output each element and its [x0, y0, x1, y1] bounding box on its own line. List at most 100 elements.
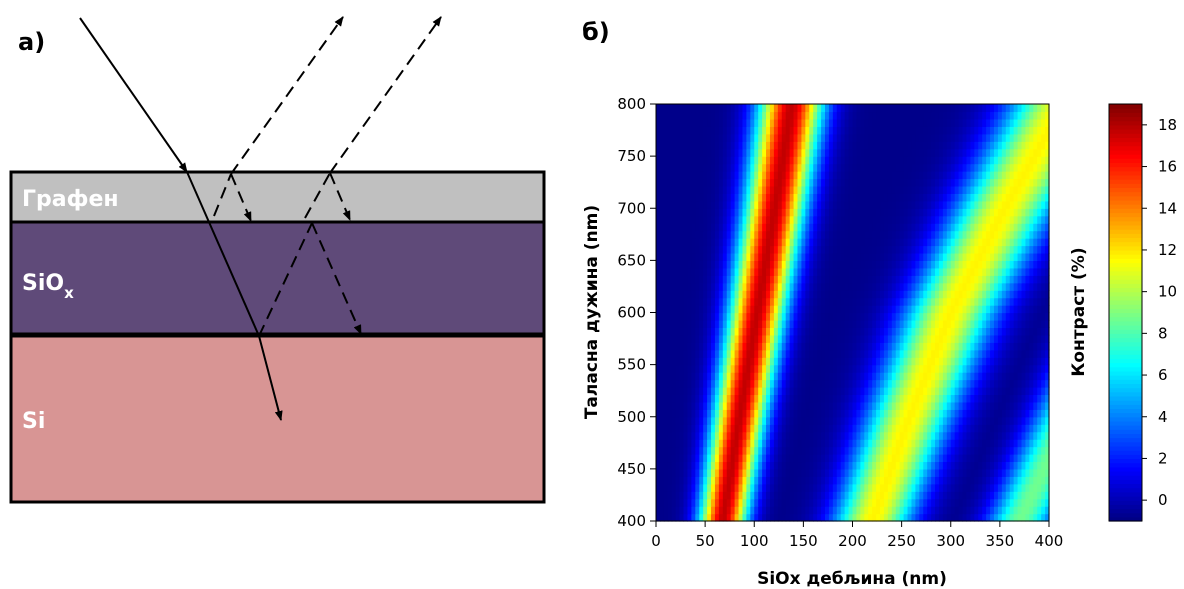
heatmap-cell: [722, 223, 728, 232]
heatmap-cell: [824, 245, 830, 254]
heatmap-cell: [793, 305, 799, 314]
heatmap-cell: [962, 185, 968, 194]
heatmap-cell: [687, 178, 692, 187]
heatmap-cell: [785, 297, 791, 306]
heatmap-cell: [856, 208, 861, 217]
heatmap-cell: [1013, 230, 1019, 239]
heatmap-cell: [695, 439, 700, 448]
heatmap-cell: [797, 416, 803, 425]
heatmap-cell: [1045, 290, 1050, 299]
heatmap-cell: [997, 446, 1003, 455]
heatmap-cell: [730, 461, 736, 470]
heatmap-cell: [982, 230, 987, 239]
heatmap-cell: [734, 461, 740, 470]
heatmap-cell: [707, 290, 712, 299]
heatmap-cell: [1009, 468, 1015, 477]
heatmap-cell: [789, 491, 795, 500]
heatmap-cell: [714, 260, 720, 269]
heatmap-cell: [1041, 178, 1046, 187]
heatmap-cell: [1029, 372, 1034, 381]
heatmap-cell: [903, 379, 909, 388]
heatmap-cell: [844, 394, 850, 403]
heatmap-cell: [970, 409, 975, 418]
heatmap-cell: [1005, 223, 1011, 232]
heatmap-cell: [986, 260, 991, 269]
heatmap-cell: [809, 439, 814, 448]
heatmap-cell: [659, 185, 665, 194]
heatmap-cell: [714, 334, 720, 343]
heatmap-cell: [832, 156, 838, 165]
heatmap-cell: [986, 461, 991, 470]
heatmap-cell: [683, 238, 689, 247]
heatmap-cell: [966, 461, 971, 470]
heatmap-cell: [907, 200, 913, 209]
heatmap-cell: [762, 178, 767, 187]
heatmap-cell: [860, 379, 865, 388]
heatmap-cell: [852, 267, 858, 276]
heatmap-cell: [687, 491, 692, 500]
heatmap-cell: [938, 513, 944, 522]
heatmap-cell: [679, 297, 685, 306]
heatmap-cell: [895, 453, 901, 463]
heatmap-cell: [844, 208, 850, 217]
heatmap-cell: [659, 171, 665, 180]
heatmap-cell: [785, 424, 791, 433]
heatmap-cell: [805, 498, 810, 507]
heatmap-cell: [907, 156, 913, 165]
heatmap-cell: [671, 245, 677, 254]
heatmap-cell: [711, 215, 716, 224]
heatmap-cell: [687, 349, 692, 358]
heatmap-cell: [801, 468, 806, 477]
heatmap-cell: [950, 424, 956, 433]
heatmap-cell: [1033, 506, 1038, 515]
heatmap-cell: [966, 342, 971, 351]
heatmap-cell: [821, 193, 826, 202]
heatmap-cell: [1037, 327, 1042, 336]
heatmap-cell: [982, 439, 987, 448]
heatmap-cell: [938, 252, 944, 261]
heatmap-cell: [876, 148, 881, 157]
heatmap-cell: [923, 491, 928, 500]
heatmap-cell: [1021, 513, 1027, 522]
heatmap-cell: [942, 513, 948, 522]
heatmap-cell: [958, 178, 964, 187]
heatmap-cell: [883, 200, 889, 209]
heatmap-cell: [671, 401, 677, 410]
heatmap-cell: [887, 513, 893, 522]
heatmap-cell: [935, 312, 940, 321]
heatmap-cell: [899, 476, 905, 485]
heatmap-cell: [793, 282, 799, 291]
heatmap-cell: [742, 297, 747, 306]
heatmap-cell: [1033, 230, 1038, 239]
heatmap-cell: [699, 200, 704, 209]
heatmap-cell: [899, 461, 905, 470]
heatmap-cell: [718, 148, 724, 157]
heatmap-cell: [978, 424, 983, 433]
heatmap-cell: [942, 223, 948, 232]
heatmap-cell: [946, 171, 952, 180]
heatmap-cell: [656, 461, 661, 470]
heatmap-cell: [758, 312, 763, 321]
heatmap-cell: [789, 156, 795, 165]
heatmap-cell: [938, 297, 944, 306]
heatmap-cell: [667, 238, 673, 247]
heatmap-cell: [742, 513, 747, 522]
heatmap-cell: [813, 312, 818, 321]
heatmap-cell: [750, 312, 755, 321]
heatmap-cell: [832, 200, 838, 209]
heatmap-cell: [978, 401, 983, 410]
heatmap-cell: [750, 424, 755, 433]
heatmap-cell: [758, 238, 763, 247]
heatmap-cell: [722, 334, 728, 343]
heatmap-cell: [691, 386, 696, 396]
heatmap-cell: [970, 275, 975, 284]
heatmap-cell: [856, 394, 861, 403]
heatmap-cell: [703, 163, 708, 172]
heatmap-cell: [777, 215, 783, 224]
heatmap-cell: [777, 416, 783, 425]
heatmap-cell: [832, 223, 838, 232]
heatmap-cell: [663, 364, 669, 373]
reflection-dash-6: [329, 172, 351, 221]
heatmap-cell: [824, 305, 830, 314]
heatmap-cell: [856, 215, 861, 224]
